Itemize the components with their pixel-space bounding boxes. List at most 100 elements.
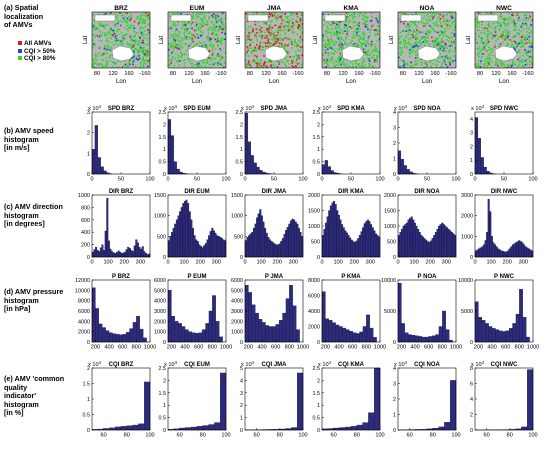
amv-point: [489, 58, 491, 61]
histogram-bar: [119, 334, 123, 343]
amv-point: [178, 30, 180, 33]
amv-point: [365, 44, 367, 47]
amv-point: [521, 58, 524, 61]
amv-point: [125, 63, 128, 65]
amv-point: [140, 50, 143, 52]
amv-point: [176, 24, 179, 27]
amv-point: [143, 46, 145, 49]
amv-point: [147, 50, 150, 53]
amv-point: [322, 34, 325, 37]
histogram-bar: [103, 170, 107, 175]
map-legend: All AMVs CQI > 50% CQI > 80%: [18, 40, 55, 63]
histogram-bar: [182, 203, 185, 258]
amv-point: [302, 31, 303, 34]
amv-point: [209, 57, 211, 60]
amv-point: [366, 42, 368, 44]
amv-point: [507, 33, 510, 36]
amv-point: [339, 47, 341, 50]
histogram-bar: [141, 246, 144, 258]
x-tick-label: 300: [136, 260, 145, 266]
amv-point: [365, 51, 367, 54]
amv-point: [296, 55, 299, 58]
amv-point: [369, 45, 372, 48]
y-tick-label: 2000: [461, 214, 473, 220]
amv-point: [423, 17, 425, 20]
amv-point: [399, 66, 401, 68]
histogram-bar: [252, 227, 255, 258]
amv-point: [339, 45, 341, 48]
amv-point: [274, 40, 277, 43]
amv-point: [346, 63, 349, 65]
amv-point: [352, 13, 355, 15]
histogram-bar: [262, 221, 265, 258]
y-tick-label: 0: [470, 255, 473, 261]
amv-point: [398, 56, 400, 59]
amv-point: [223, 62, 226, 64]
amv-point: [219, 28, 222, 30]
x-tick-label: 0: [90, 177, 93, 183]
amv-point: [357, 22, 359, 25]
amv-point: [480, 50, 482, 52]
histogram-bar: [406, 169, 410, 175]
amv-point: [200, 60, 203, 63]
histogram-bar: [269, 239, 271, 258]
y-tick-label: 5000: [231, 288, 243, 294]
histogram-bar: [171, 232, 173, 258]
amv-point: [430, 59, 433, 62]
amv-point: [442, 45, 444, 47]
histogram-bar: [115, 426, 122, 431]
histogram-bar: [491, 328, 496, 343]
amv-point: [335, 51, 338, 53]
histogram-bar: [449, 230, 452, 258]
amv-point: [137, 43, 140, 46]
amv-point: [512, 47, 515, 49]
histogram-bar: [521, 426, 528, 431]
amv-point: [192, 41, 194, 43]
amv-point: [280, 22, 282, 25]
map-title: NWC: [496, 5, 512, 12]
amv-point: [278, 25, 280, 27]
amv-point: [117, 20, 120, 23]
amv-point: [172, 44, 175, 47]
amv-point: [446, 57, 449, 59]
y-tick-label: 0: [317, 428, 320, 434]
amv-point: [477, 29, 480, 32]
x-tick-label: 100: [486, 260, 495, 266]
amv-point: [293, 55, 296, 58]
map-ylabel: Lat: [83, 35, 89, 44]
amv-point: [345, 24, 347, 27]
amv-point: [363, 41, 366, 44]
amv-point: [96, 26, 99, 29]
amv-point: [413, 43, 415, 46]
amv-point: [491, 50, 494, 52]
amv-point: [249, 42, 251, 45]
amv-point: [261, 34, 264, 37]
amv-point: [432, 22, 435, 24]
amv-point: [332, 31, 335, 34]
y-tick-label: 0: [393, 428, 396, 434]
amv-point: [514, 29, 517, 31]
histogram-bar: [254, 223, 257, 258]
amv-point: [334, 50, 336, 53]
amv-point: [206, 58, 208, 60]
amv-point: [218, 41, 220, 43]
amv-point: [487, 53, 490, 56]
amv-point: [120, 31, 123, 34]
amv-point: [451, 15, 454, 18]
amv-point: [332, 48, 334, 51]
map-xlabel: Lon: [116, 79, 126, 85]
amv-point: [375, 29, 377, 31]
amv-point: [287, 37, 289, 39]
amv-point: [93, 60, 95, 62]
amv-point: [500, 64, 502, 67]
amv-point: [358, 63, 360, 65]
amv-point: [427, 40, 429, 42]
amv-point: [250, 26, 253, 28]
amv-point: [448, 60, 450, 63]
amv-point: [326, 31, 329, 34]
amv-point: [486, 30, 488, 33]
histogram-bar: [512, 323, 517, 343]
y-tick-label: 0.5: [313, 160, 321, 166]
amv-point: [296, 21, 299, 24]
